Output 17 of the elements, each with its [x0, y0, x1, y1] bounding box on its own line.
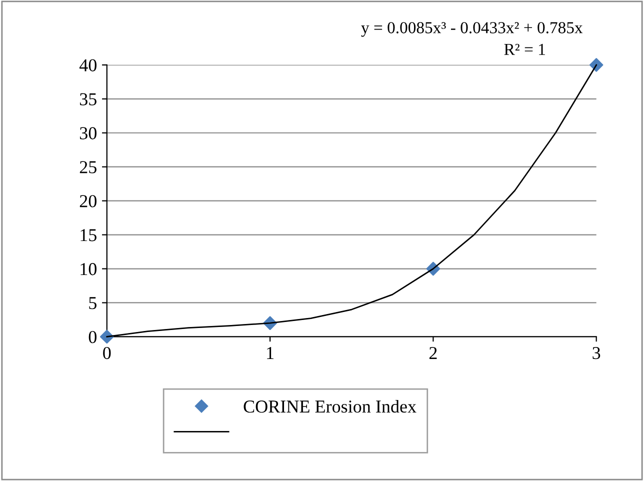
x-tick-label: 1: [267, 347, 274, 359]
y-tick-label: 35: [80, 93, 96, 106]
x-tick-label: 3: [592, 346, 600, 360]
y-tick-label: 15: [80, 229, 96, 242]
x-tick-label: 2: [429, 346, 437, 359]
legend-label: CORINE Erosion Index: [244, 400, 416, 413]
text: R² = 1: [504, 44, 545, 55]
y-tick-label: 0: [88, 330, 96, 344]
y-tick-label: 40: [79, 59, 96, 72]
y-tick-label: 5: [89, 297, 96, 310]
y-tick-label: 30: [80, 127, 96, 140]
x-tick-label: 0: [103, 346, 111, 360]
y-tick-label: 10: [80, 263, 96, 276]
y-tick-label: 20: [80, 195, 96, 208]
point: [589, 58, 604, 72]
text: y = 0.0085x³ - 0.0433x² + 0.785x: [361, 22, 583, 37]
y-tick-label: 25: [80, 161, 96, 174]
